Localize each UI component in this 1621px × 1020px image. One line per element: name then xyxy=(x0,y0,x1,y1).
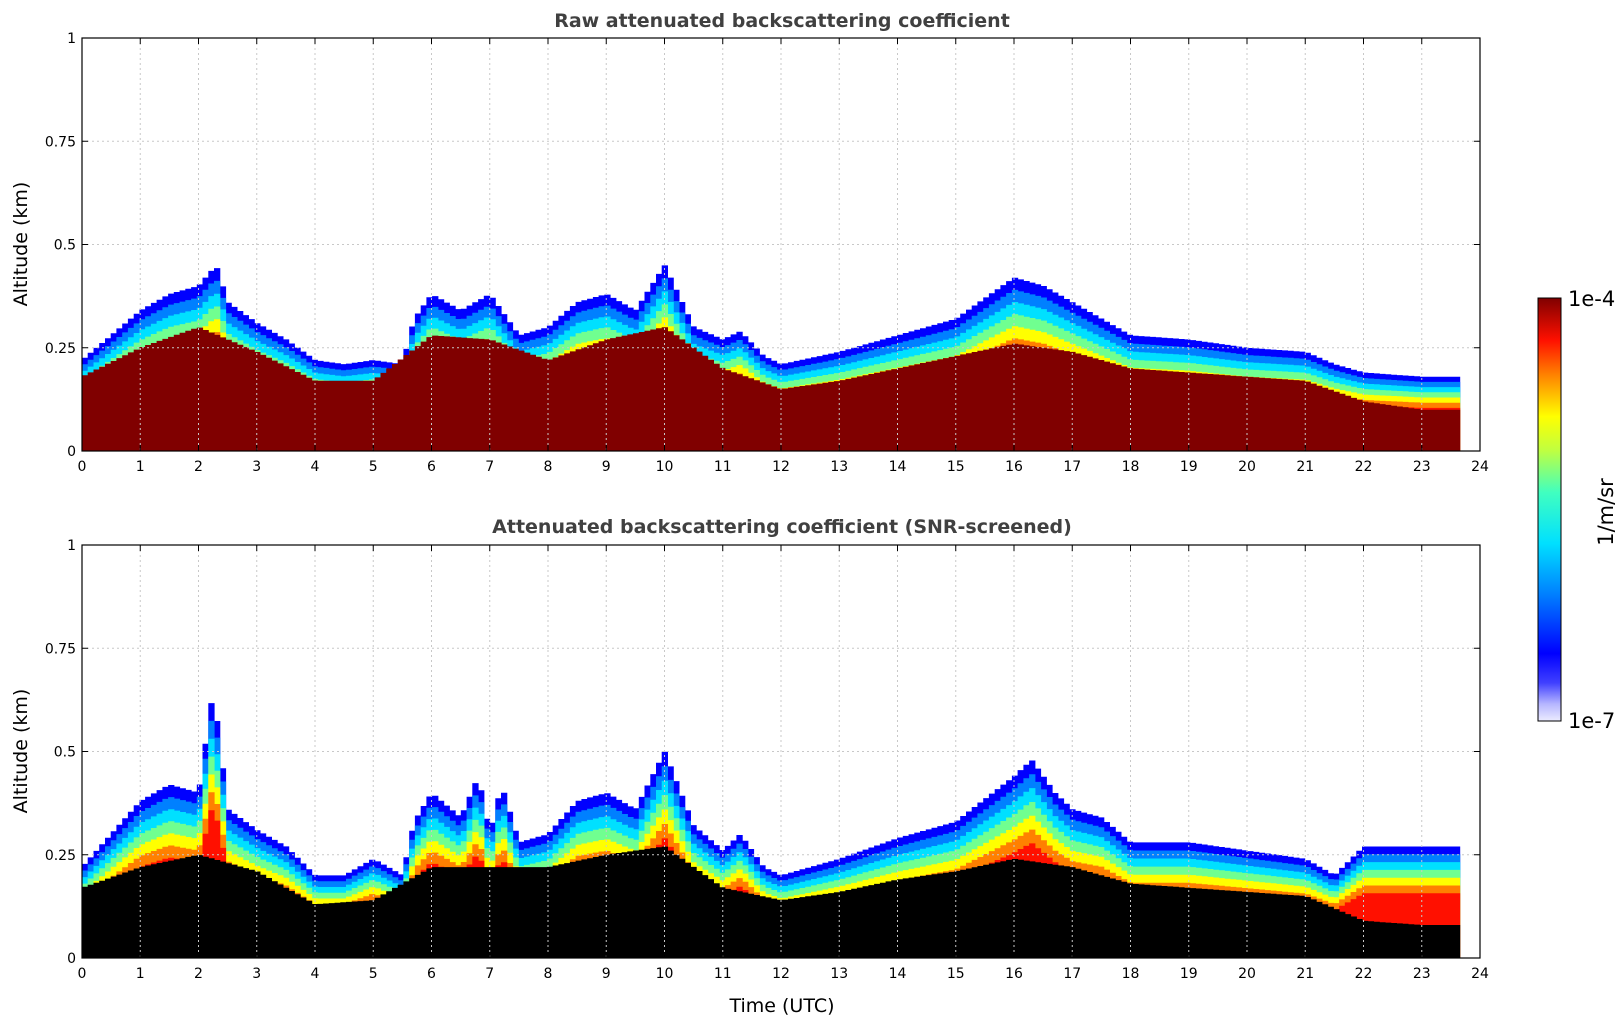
y-axis-label: Altitude (km) xyxy=(10,182,32,307)
raw-backscatter-panel: Raw attenuated backscattering coefficien… xyxy=(10,10,1489,475)
x-tick-label: 18 xyxy=(1122,966,1140,982)
x-tick-label: 19 xyxy=(1180,966,1198,982)
x-tick-label: 14 xyxy=(889,459,907,475)
gridlines xyxy=(82,38,1480,451)
x-tick-label: 10 xyxy=(656,966,674,982)
y-tick-label: 1 xyxy=(67,31,76,47)
x-tick-label: 3 xyxy=(252,459,261,475)
x-tick-label: 16 xyxy=(1005,459,1023,475)
x-tick-label: 24 xyxy=(1471,966,1489,982)
x-tick-label: 9 xyxy=(602,966,611,982)
x-tick-label: 8 xyxy=(544,459,553,475)
y-tick-label: 0 xyxy=(67,444,76,460)
snr-screened-panel: Attenuated backscattering coefficient (S… xyxy=(10,516,1489,1017)
dense-aerosol-layer xyxy=(82,846,1461,958)
x-tick-label: 3 xyxy=(252,966,261,982)
colorbar-unit-label: 1/m/sr xyxy=(1594,478,1618,546)
x-tick-label: 23 xyxy=(1413,459,1431,475)
y-tick-label: 0.25 xyxy=(45,341,76,357)
x-tick-label: 18 xyxy=(1122,459,1140,475)
x-tick-label: 7 xyxy=(485,966,494,982)
x-tick-label: 19 xyxy=(1180,459,1198,475)
x-tick-label: 20 xyxy=(1238,966,1256,982)
x-tick-label: 13 xyxy=(830,966,848,982)
x-tick-label: 2 xyxy=(194,459,203,475)
x-tick-label: 15 xyxy=(947,966,965,982)
colorbar-max-label: 1e-4 xyxy=(1568,287,1615,311)
colorbar: 1e-4 1e-7 1/m/sr xyxy=(1537,287,1618,733)
plot-area xyxy=(82,265,1461,451)
axes-frame xyxy=(81,37,1481,452)
axes-frame xyxy=(81,544,1481,959)
x-tick-label: 9 xyxy=(602,459,611,475)
x-tick-label: 10 xyxy=(656,459,674,475)
x-tick-label: 4 xyxy=(311,459,320,475)
x-tick-label: 22 xyxy=(1355,966,1373,982)
x-tick-label: 6 xyxy=(427,966,436,982)
y-tick-label: 0.5 xyxy=(54,745,76,761)
x-tick-label: 12 xyxy=(772,966,790,982)
x-tick-label: 21 xyxy=(1296,459,1314,475)
x-tick-label: 0 xyxy=(78,966,87,982)
x-tick-label: 12 xyxy=(772,459,790,475)
x-tick-label: 6 xyxy=(427,459,436,475)
x-tick-label: 17 xyxy=(1063,459,1081,475)
x-axis-ticks: 0 1 2 3 4 5 6 7 8 9 10 11 12 13 14 15 16 17 18 19 20 21 22 23 24 xyxy=(78,38,1489,475)
x-tick-label: 15 xyxy=(947,459,965,475)
y-tick-label: 0.25 xyxy=(45,848,76,864)
plot-area xyxy=(82,703,1461,958)
y-axis-label: Altitude (km) xyxy=(10,689,32,814)
x-axis-ticks: 0 1 2 3 4 5 6 7 8 9 10 11 12 13 14 15 16 17 18 19 20 21 22 23 24 xyxy=(78,545,1489,982)
x-tick-label: 0 xyxy=(78,459,87,475)
x-tick-label: 5 xyxy=(369,966,378,982)
x-tick-label: 11 xyxy=(714,459,732,475)
x-tick-label: 14 xyxy=(889,966,907,982)
x-tick-label: 4 xyxy=(311,966,320,982)
colorbar-gradient xyxy=(1537,297,1562,722)
x-tick-label: 5 xyxy=(369,459,378,475)
colorbar-min-label: 1e-7 xyxy=(1568,709,1615,733)
x-tick-label: 21 xyxy=(1296,966,1314,982)
panel-title: Raw attenuated backscattering coefficien… xyxy=(554,10,1010,32)
x-tick-label: 7 xyxy=(485,459,494,475)
y-tick-label: 0.5 xyxy=(54,238,76,254)
x-tick-label: 13 xyxy=(830,459,848,475)
dense-aerosol-layer xyxy=(82,327,1461,451)
y-axis-ticks: 0 0.25 0.5 0.75 1 xyxy=(45,31,1480,460)
y-tick-label: 0.75 xyxy=(45,641,76,657)
y-tick-label: 0.75 xyxy=(45,134,76,150)
x-tick-label: 23 xyxy=(1413,966,1431,982)
x-tick-label: 17 xyxy=(1063,966,1081,982)
x-tick-label: 16 xyxy=(1005,966,1023,982)
x-axis-label: Time (UTC) xyxy=(728,995,834,1017)
x-tick-label: 8 xyxy=(544,966,553,982)
x-tick-label: 1 xyxy=(136,459,145,475)
x-tick-label: 24 xyxy=(1471,459,1489,475)
x-tick-label: 2 xyxy=(194,966,203,982)
y-axis-ticks: 0 0.25 0.5 0.75 1 xyxy=(45,538,1480,967)
gridlines xyxy=(82,545,1480,958)
y-tick-label: 1 xyxy=(67,538,76,554)
panel-title: Attenuated backscattering coefficient (S… xyxy=(492,516,1072,538)
x-tick-label: 11 xyxy=(714,966,732,982)
y-tick-label: 0 xyxy=(67,951,76,967)
x-tick-label: 22 xyxy=(1355,459,1373,475)
x-tick-label: 1 xyxy=(136,966,145,982)
x-tick-label: 20 xyxy=(1238,459,1256,475)
